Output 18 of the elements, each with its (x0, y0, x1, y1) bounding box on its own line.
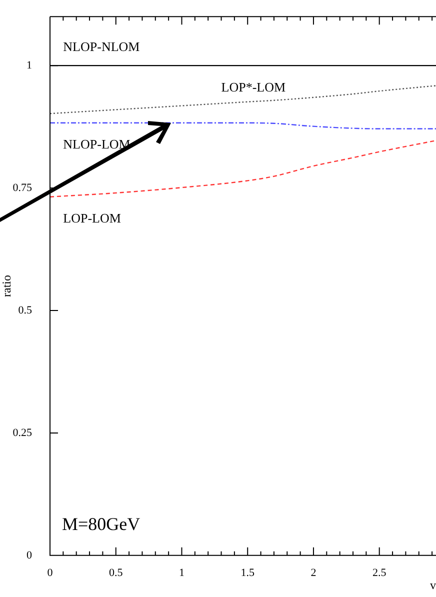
y-tick-label: 1 (26, 59, 32, 72)
y-tick-label: 0 (26, 549, 32, 562)
y-axis-title: ratio (0, 275, 14, 297)
x-axis-title: v (430, 578, 436, 592)
x-tick-label: 0 (47, 566, 54, 579)
x-tick-label: 0.5 (108, 566, 124, 579)
x-tick-label: 1.5 (240, 566, 255, 579)
y-tick-label: 0.25 (12, 426, 32, 439)
x-tick-label: 1 (178, 566, 184, 579)
annotation: M=80GeV (62, 514, 140, 534)
legend-label: NLOP-NLOM (63, 39, 140, 54)
y-tick-label: 0.5 (18, 304, 32, 316)
series-label: NLOP-LOM (63, 136, 131, 152)
series-label: LOP*-LOM (221, 79, 286, 94)
y-tick-label: 0.75 (12, 182, 32, 194)
series-label: LOP-LOM (63, 210, 122, 226)
x-tick-label: 2.5 (372, 566, 387, 579)
x-tick-label: 2 (310, 566, 316, 579)
